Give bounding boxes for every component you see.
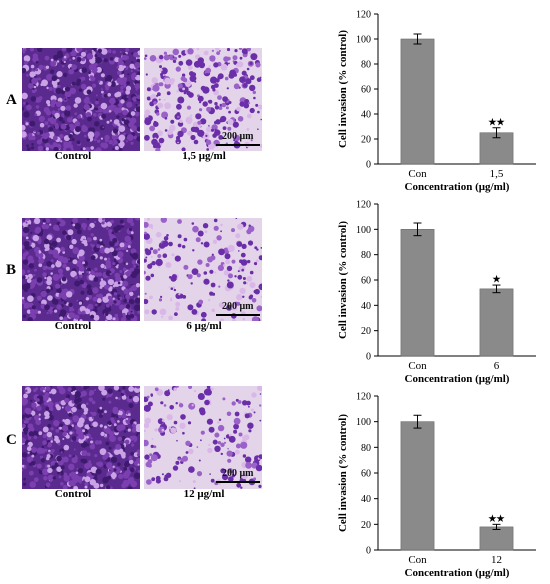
- micrograph-treated-c: [144, 386, 262, 489]
- x-axis-label: Concentration (μg/ml): [405, 181, 510, 193]
- y-tick-label: 60: [361, 469, 371, 480]
- x-tick-label: Con: [408, 168, 427, 180]
- scale-bar-c: [216, 481, 260, 483]
- x-axis-label: Concentration (μg/ml): [405, 567, 510, 579]
- bar-Con: [400, 229, 435, 357]
- caption-control-c: Control: [54, 488, 92, 500]
- micrograph-control-b: [22, 218, 140, 321]
- x-tick-label: Con: [408, 554, 427, 566]
- scale-label-c: 200 μm: [222, 468, 254, 479]
- significance-marker: ★★: [488, 117, 505, 127]
- y-tick-label: 40: [361, 301, 371, 312]
- caption-treated-a: 1,5 μg/ml: [182, 150, 226, 162]
- y-axis-label: Cell invasion (% control): [337, 30, 349, 148]
- x-tick-label: 12: [491, 554, 502, 566]
- y-tick-label: 100: [356, 225, 371, 236]
- x-tick-label: 1,5: [490, 168, 504, 180]
- significance-marker: ★: [492, 274, 501, 284]
- y-tick-label: 60: [361, 276, 371, 287]
- bar-12: [479, 526, 514, 551]
- panel-letter-b: B: [6, 262, 17, 278]
- scale-bar-a: [216, 144, 260, 146]
- bar-6: [479, 288, 514, 357]
- y-tick-label: 20: [361, 520, 371, 531]
- scale-label-b: 200 μm: [222, 301, 254, 312]
- y-tick-label: 120: [356, 200, 371, 211]
- panel-letter-a: A: [6, 92, 17, 108]
- x-tick-label: 6: [494, 360, 500, 372]
- y-tick-label: 20: [361, 326, 371, 337]
- caption-control-b: Control: [54, 320, 92, 332]
- micrograph-control-a: [22, 48, 140, 151]
- y-tick-label: 60: [361, 85, 371, 96]
- y-tick-label: 40: [361, 494, 371, 505]
- micrograph-treated-a: [144, 48, 262, 151]
- x-tick-label: Con: [408, 360, 427, 372]
- caption-control-a: Control: [54, 150, 92, 162]
- scale-bar-b: [216, 314, 260, 316]
- scale-label-a: 200 μm: [222, 131, 254, 142]
- caption-treated-b: 6 μg/ml: [186, 320, 222, 332]
- y-axis-label: Cell invasion (% control): [337, 414, 349, 532]
- y-tick-label: 0: [366, 546, 371, 557]
- micrograph-control-c: [22, 386, 140, 489]
- significance-marker: ★★: [488, 513, 505, 523]
- y-tick-label: 0: [366, 160, 371, 171]
- y-tick-label: 40: [361, 110, 371, 121]
- y-tick-label: 120: [356, 10, 371, 21]
- y-tick-label: 100: [356, 35, 371, 46]
- y-tick-label: 0: [366, 352, 371, 363]
- bar-Con: [400, 38, 435, 165]
- y-axis-label: Cell invasion (% control): [337, 221, 349, 339]
- y-tick-label: 80: [361, 443, 371, 454]
- y-tick-label: 20: [361, 135, 371, 146]
- micrograph-treated-b: [144, 218, 262, 321]
- x-axis-label: Concentration (μg/ml): [405, 373, 510, 385]
- panel-letter-c: C: [6, 432, 17, 448]
- y-tick-label: 100: [356, 417, 371, 428]
- caption-treated-c: 12 μg/ml: [183, 488, 225, 500]
- y-tick-label: 80: [361, 250, 371, 261]
- y-tick-label: 80: [361, 60, 371, 71]
- y-tick-label: 120: [356, 392, 371, 403]
- bar-Con: [400, 421, 435, 551]
